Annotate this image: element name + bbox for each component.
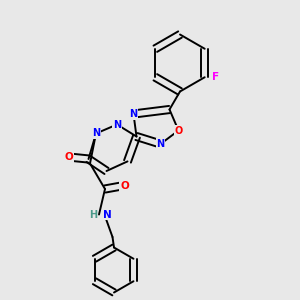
Text: F: F <box>212 72 219 82</box>
Text: N: N <box>156 139 165 149</box>
Text: O: O <box>120 181 129 191</box>
Text: N: N <box>129 109 138 119</box>
Text: H: H <box>89 209 98 220</box>
Text: N: N <box>113 119 121 130</box>
Text: N: N <box>92 128 100 139</box>
Text: N: N <box>103 209 112 220</box>
Text: O: O <box>64 152 74 163</box>
Text: O: O <box>174 125 183 136</box>
